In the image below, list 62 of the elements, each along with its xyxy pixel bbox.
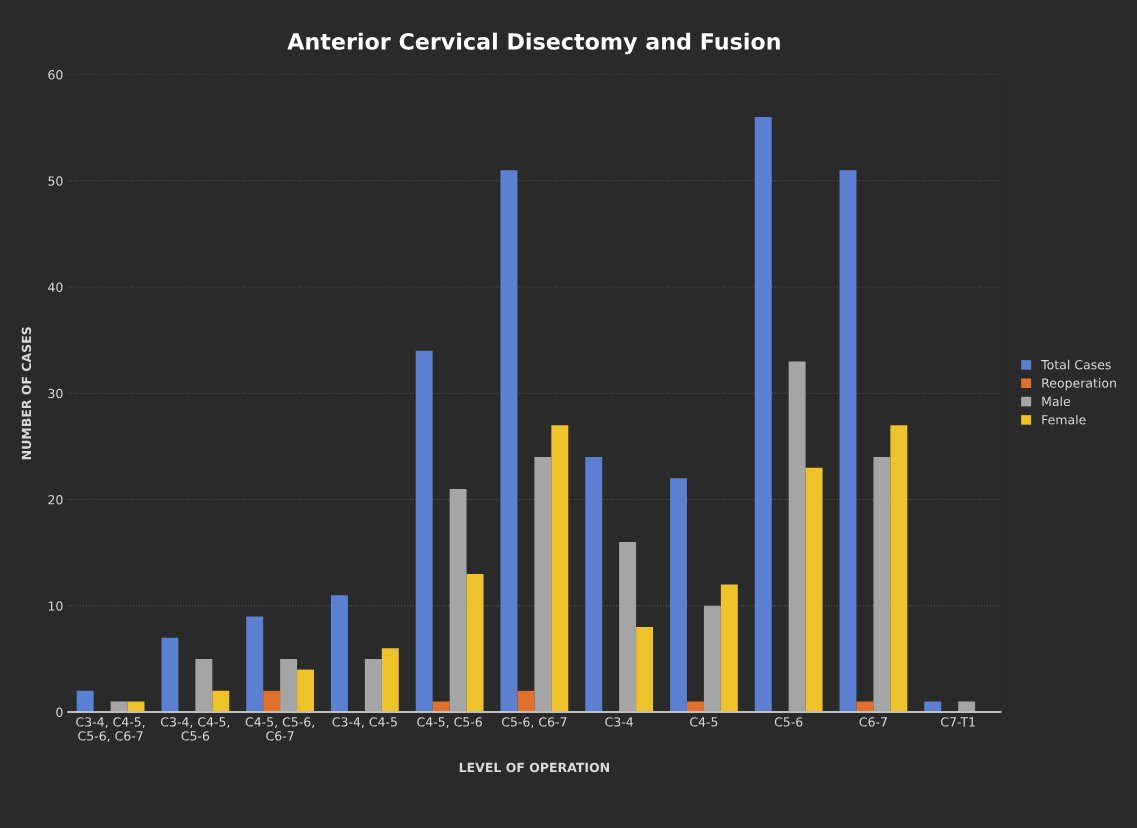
bar [788,361,806,713]
bar [585,457,603,713]
bar [924,701,942,713]
bar [805,467,823,713]
x-tick-label: C4-5 [690,717,718,727]
bar [619,542,637,713]
x-tick-label: C5-6, C6-7 [501,717,567,728]
x-tick-label: C3-4, C4-5, C5-6 [160,717,230,741]
bar [839,170,857,713]
bar [195,658,213,713]
bar [110,701,128,713]
y-axis-title: NUMBER OF CASES [21,327,32,460]
bar [246,616,264,713]
bar [958,701,976,713]
bar [263,690,281,713]
bar [76,690,94,713]
y-tick-label: 10 [48,601,63,611]
legend-label: Total Cases [1041,359,1111,370]
bar [500,170,518,713]
x-tick-label: C3-4, C4-5, C5-6, C6-7 [76,717,145,742]
x-tick-label: C6-7 [859,717,887,727]
legend-label: Reoperation [1042,378,1116,391]
bar [551,425,569,713]
bar [856,701,874,713]
x-tick-label: C3-4, C4-5 [332,717,397,728]
bar [466,573,484,713]
x-tick-label: C4-5, C5-6, C6-7 [245,717,314,741]
x-axis-title: LEVEL OF OPERATION [459,762,609,773]
bar [754,117,772,713]
bar [890,425,908,713]
chart-title: Anterior Cervical Disectomy and Fusion [287,32,780,55]
bar [449,488,467,713]
x-tick-label: C4-5, C5-6 [417,717,482,728]
y-tick-label: 40 [48,282,63,292]
bar [720,584,738,713]
bar [534,457,552,713]
bar [127,701,145,713]
bar [415,350,433,713]
y-tick-label: 20 [48,495,63,505]
bar [670,478,687,713]
y-tick-label: 0 [56,707,63,718]
bar [686,701,704,713]
legend-label: Female [1042,414,1086,425]
x-tick-label: C3-4 [605,717,634,727]
y-tick-label: 60 [48,69,63,80]
bar [280,658,298,713]
x-tick-label: C7-T1 [941,717,975,727]
y-tick-label: 50 [48,176,63,186]
legend-label: Male [1042,396,1071,407]
bar [364,658,382,713]
bar [432,701,450,713]
bar [703,605,721,713]
bar [636,627,654,713]
bar [873,457,891,713]
bar [297,669,315,713]
bar [161,637,179,713]
bar [330,595,348,713]
y-tick-label: 30 [48,388,63,399]
bar [517,690,535,713]
bar [212,690,230,713]
x-tick-label: C5-6 [774,717,803,727]
bar [381,648,399,713]
